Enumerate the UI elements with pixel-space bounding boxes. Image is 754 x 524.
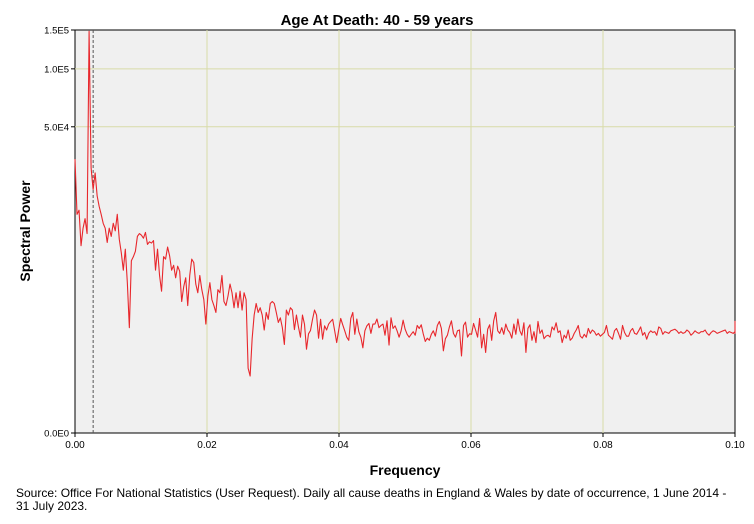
- source-note: Source: Office For National Statistics (…: [16, 486, 727, 513]
- x-tick-label: 0.04: [329, 440, 349, 451]
- y-gridlines: [75, 68, 735, 128]
- x-tick-label: 0.10: [725, 440, 745, 451]
- x-gridlines: [206, 30, 604, 433]
- spectral-power-series-line: [74, 30, 736, 377]
- x-tick-label: 0.00: [65, 440, 85, 451]
- spectral-power-chart: Age At Death: 40 - 59 years 0.00 0.02 0.04…: [17, 12, 745, 478]
- y-tick-label: 5.0E4: [44, 122, 69, 133]
- y-tick-label: 1.0E5: [44, 64, 69, 75]
- x-tick-label: 0.06: [461, 440, 481, 451]
- x-axis-label: Frequency: [370, 462, 441, 478]
- y-tick-label: 1.5E5: [44, 26, 69, 37]
- y-tick-label: 0.0E0: [44, 429, 69, 440]
- plot-area: [74, 29, 736, 434]
- y-axis-label: Spectral Power: [17, 180, 33, 282]
- chart-title: Age At Death: 40 - 59 years: [281, 12, 474, 29]
- y-axis: 0.0E0 5.0E4 1.0E5 1.5E5: [44, 26, 75, 440]
- x-tick-label: 0.08: [593, 440, 613, 451]
- x-axis: 0.00 0.02 0.04 0.06 0.08 0.10: [65, 433, 745, 451]
- x-tick-label: 0.02: [197, 440, 217, 451]
